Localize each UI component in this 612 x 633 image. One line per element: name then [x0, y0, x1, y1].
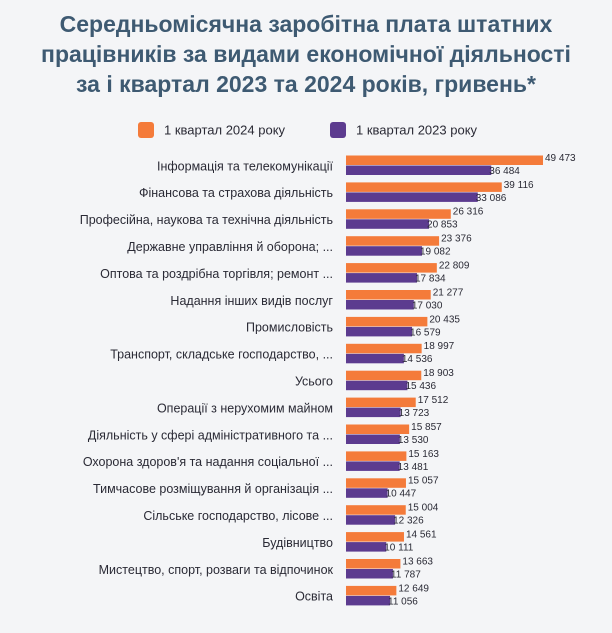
value-label: 19 082: [420, 247, 451, 258]
value-label: 36 484: [489, 166, 520, 177]
legend-swatch: [138, 122, 154, 138]
category-label: Тимчасове розміщування й організація ...: [93, 482, 333, 496]
category-label: Мистецтво, спорт, розваги та відпочинок: [99, 563, 334, 577]
category-label: Надання інших видів послуг: [170, 294, 333, 308]
value-label: 15 057: [408, 476, 439, 487]
chart-title: за і квартал 2023 та 2024 років, гривень…: [76, 71, 536, 97]
category-label: Професійна, наукова та технічна діяльніс…: [80, 213, 333, 227]
category-label: Сільське господарство, лісове ...: [143, 509, 333, 523]
category-label: Освіта: [295, 590, 333, 604]
chart-title: Середньомісячна заробітна плата штатних: [60, 11, 553, 37]
bar: [346, 559, 401, 569]
category-label: Усього: [295, 374, 333, 388]
bar: [346, 263, 437, 273]
bar: [346, 505, 406, 515]
bar: [346, 478, 406, 488]
bar: [346, 585, 397, 596]
bar: [346, 532, 404, 542]
value-label: 39 116: [504, 180, 534, 191]
bar: [346, 569, 393, 579]
bar: [346, 370, 422, 381]
value-label: 14 536: [402, 354, 433, 365]
category-label: Транспорт, складське господарство, ...: [110, 348, 333, 362]
bar: [346, 353, 404, 364]
value-label: 12 649: [398, 583, 429, 594]
bar: [346, 595, 391, 606]
bar: [346, 397, 416, 408]
bar: [346, 488, 388, 498]
bar: [346, 407, 401, 418]
value-label: 13 723: [399, 408, 430, 419]
bar: [346, 380, 408, 391]
legend-swatch: [330, 122, 346, 138]
bar: [346, 209, 451, 219]
value-label: 15 163: [408, 449, 439, 460]
chart-title: працівників за видами економічної діяльн…: [41, 41, 571, 67]
bar: [346, 182, 502, 192]
value-label: 12 326: [393, 516, 424, 527]
value-label: 13 663: [402, 556, 433, 567]
value-label: 16 579: [410, 327, 441, 338]
value-label: 23 376: [441, 234, 472, 245]
category-label: Будівництво: [262, 536, 333, 550]
category-label: Інформація та телекомунікації: [157, 159, 334, 173]
bar: [346, 542, 387, 552]
value-label: 13 530: [398, 435, 429, 446]
bar: [346, 515, 396, 525]
value-label: 15 436: [405, 381, 436, 392]
value-label: 33 086: [476, 193, 507, 204]
legend-label: 1 квартал 2024 року: [164, 122, 286, 137]
category-label: Діяльність у сфері адміністративного та …: [88, 428, 333, 442]
category-label: Охорона здоров'я та надання соціальної .…: [83, 455, 333, 469]
value-label: 13 481: [398, 462, 429, 473]
value-label: 17 834: [415, 273, 446, 284]
value-label: 10 447: [386, 489, 417, 500]
category-label: Операції з нерухомим майном: [157, 401, 333, 415]
value-label: 11 056: [388, 596, 418, 607]
value-label: 22 809: [439, 260, 470, 271]
bar: [346, 246, 422, 256]
bar: [346, 461, 400, 471]
value-label: 18 903: [423, 368, 454, 379]
value-label: 17 512: [418, 395, 449, 406]
value-label: 17 030: [412, 300, 443, 311]
category-label: Фінансова та страхова діяльність: [139, 186, 333, 200]
value-label: 49 473: [545, 153, 576, 164]
value-label: 10 111: [384, 542, 414, 553]
bar: [346, 165, 492, 175]
bar: [346, 343, 422, 354]
value-label: 20 853: [427, 220, 458, 231]
category-label: Державне управління й оборона; ...: [127, 240, 333, 254]
bar: [346, 273, 418, 283]
bar: [346, 236, 440, 246]
value-label: 15 857: [411, 422, 442, 433]
bar: [346, 434, 400, 444]
bar: [346, 155, 543, 165]
bar: [346, 326, 413, 337]
value-label: 11 787: [391, 569, 421, 580]
bar: [346, 451, 407, 461]
bar: [346, 424, 410, 434]
category-label: Промисловість: [246, 321, 333, 335]
value-label: 21 277: [433, 287, 464, 298]
bar: [346, 316, 428, 327]
value-label: 20 435: [429, 314, 460, 325]
category-label: Оптова та роздрібна торгівля; ремонт ...: [100, 267, 333, 281]
bar: [346, 219, 430, 229]
value-label: 26 316: [453, 207, 484, 218]
value-label: 15 004: [408, 503, 439, 514]
legend-label: 1 квартал 2023 року: [356, 122, 478, 137]
value-label: 14 561: [406, 529, 437, 540]
bar: [346, 192, 478, 202]
bar: [346, 290, 431, 300]
bar: [346, 300, 414, 310]
value-label: 18 997: [424, 341, 455, 352]
